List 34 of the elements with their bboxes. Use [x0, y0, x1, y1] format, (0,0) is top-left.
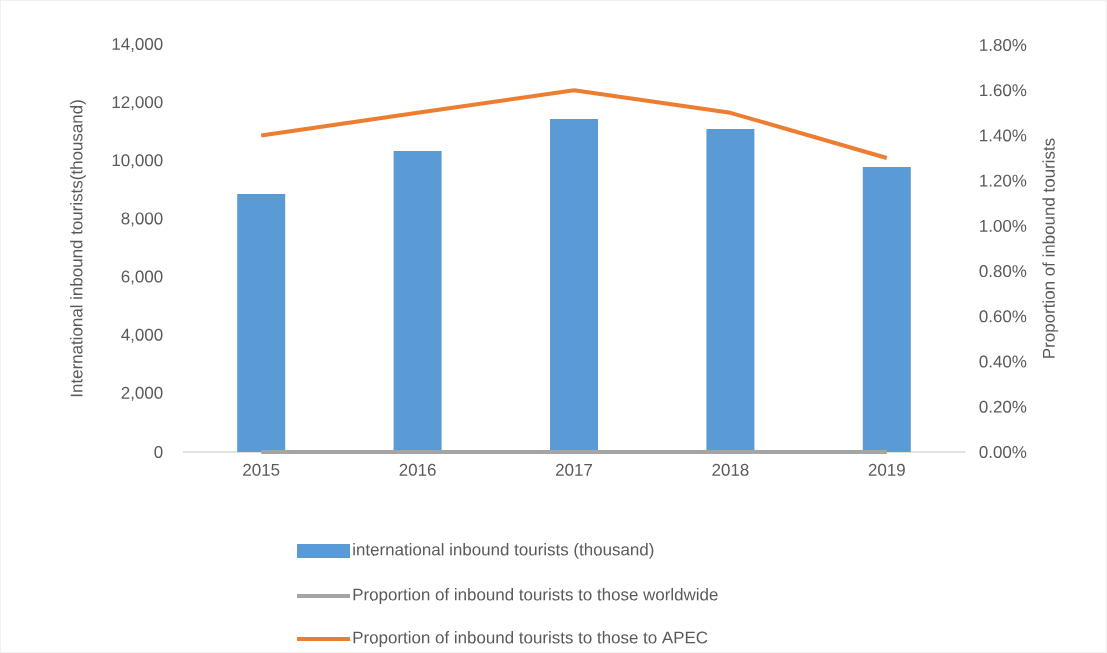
x-tick-label: 2015 — [243, 463, 280, 476]
x-tick-label: 2018 — [712, 463, 749, 476]
bar — [706, 129, 755, 452]
legend-label: international inbound tourists (thousand) — [353, 543, 654, 559]
y2-axis-title: Proportion of inbound tourists — [1042, 138, 1059, 358]
y2-tick-label: 0.20% — [979, 400, 1027, 413]
y2-tick-label: 0.80% — [979, 265, 1027, 278]
y2-tick-label: 1.00% — [980, 219, 1027, 232]
y-tick-label: 8,000 — [121, 212, 163, 227]
legend-label: Proportion of inbound tourists to those worldwide — [353, 588, 718, 604]
y-axis-title: International inbound tourists(thousand) — [70, 100, 86, 397]
y-tick-label: 2,000 — [121, 386, 163, 401]
y2-tick-label: 1.40% — [980, 129, 1027, 142]
bar — [862, 167, 911, 452]
y2-tick-label: 1.80% — [980, 38, 1027, 51]
y-tick-label: 10,000 — [112, 154, 163, 169]
x-tick-label: 2016 — [399, 463, 436, 476]
legend-label: Proportion of inbound tourists to those to APEC — [353, 631, 708, 647]
y2-tick-label: 0.60% — [979, 310, 1027, 323]
y-tick-label: 12,000 — [112, 96, 163, 111]
y-tick-label: 0 — [154, 445, 163, 458]
x-tick-label: 2017 — [556, 463, 592, 476]
line-series — [259, 88, 889, 161]
y2-tick-label: 0.00% — [979, 445, 1027, 458]
y2-tick-label: 0.40% — [979, 355, 1027, 368]
y-tick-label: 14,000 — [112, 37, 163, 52]
y-tick-label: 6,000 — [121, 270, 163, 285]
y-tick-label: 4,000 — [121, 328, 163, 343]
bar — [237, 194, 286, 452]
bar — [393, 151, 442, 452]
y2-tick-label: 1.60% — [980, 84, 1027, 97]
x-tick-label: 2019 — [868, 463, 905, 476]
bar — [550, 119, 599, 452]
y2-tick-label: 1.20% — [980, 174, 1027, 187]
